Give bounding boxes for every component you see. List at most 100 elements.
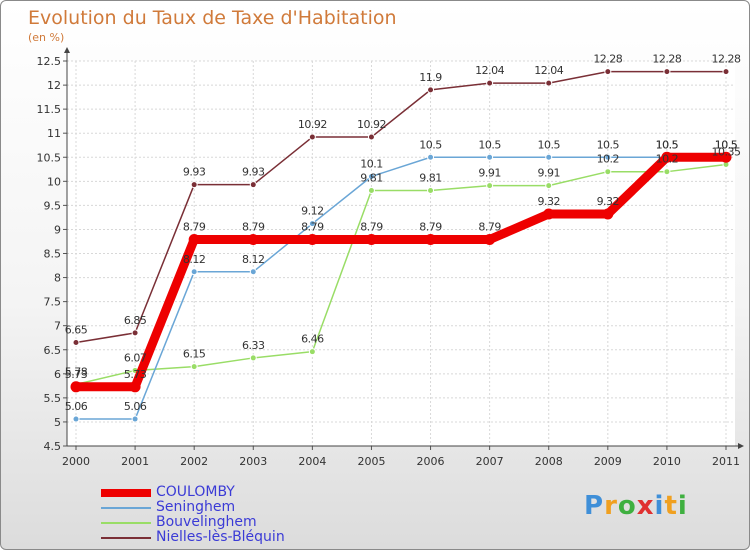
data-point <box>247 234 259 246</box>
data-label: 8.79 <box>419 221 442 234</box>
data-label: 6.85 <box>124 314 147 327</box>
data-point <box>308 348 316 356</box>
legend-swatch <box>101 507 151 509</box>
x-tick-label: 2005 <box>357 455 385 468</box>
data-label: 11.9 <box>419 71 442 84</box>
y-tick-label: 7.5 <box>44 296 62 309</box>
data-point <box>543 208 555 220</box>
data-label: 10.5 <box>597 138 620 151</box>
data-label: 10.5 <box>537 138 560 151</box>
legend-swatch <box>101 489 151 497</box>
data-label: 10.1 <box>360 158 383 171</box>
data-label: 8.79 <box>360 221 383 234</box>
data-label: 10.92 <box>357 118 386 131</box>
series-line <box>75 163 727 386</box>
logo-letter: x <box>636 491 655 521</box>
data-point <box>663 168 671 176</box>
data-label: 9.93 <box>183 166 206 179</box>
data-label: 9.81 <box>360 171 383 184</box>
data-point <box>425 234 437 246</box>
data-label: 12.28 <box>652 53 681 66</box>
y-tick-label: 6.5 <box>44 344 62 357</box>
data-label: 9.32 <box>597 195 620 208</box>
data-point <box>70 381 82 393</box>
data-label: 9.32 <box>537 195 560 208</box>
series-line <box>76 156 726 420</box>
logo-letter: t <box>664 491 678 521</box>
y-axis-arrow <box>64 47 70 53</box>
data-label: 8.79 <box>478 221 501 234</box>
y-tick-label: 8 <box>54 272 61 285</box>
data-point <box>545 182 553 190</box>
data-point <box>604 168 612 176</box>
data-point <box>367 133 375 141</box>
y-tick-label: 10.5 <box>37 151 62 164</box>
data-point <box>602 208 614 220</box>
data-label: 10.2 <box>597 153 620 166</box>
data-point <box>308 133 316 141</box>
data-label: 12.04 <box>475 64 504 77</box>
data-point <box>249 268 257 276</box>
x-tick-label: 2010 <box>653 455 681 468</box>
y-tick-label: 4.5 <box>44 440 62 453</box>
data-label: 12.28 <box>712 53 741 66</box>
data-label: 5.78 <box>65 365 88 378</box>
data-point <box>188 234 200 246</box>
series-line <box>75 70 726 344</box>
logo-letter: i <box>677 491 688 521</box>
data-point <box>72 415 80 423</box>
data-label: 8.12 <box>242 253 265 266</box>
series-line <box>76 152 726 392</box>
y-tick-label: 9.5 <box>44 199 62 212</box>
y-tick-label: 10 <box>47 175 61 188</box>
legend-label: Nielles-lès-Bléquin <box>156 529 285 545</box>
data-label: 8.79 <box>183 221 206 234</box>
x-tick-label: 2007 <box>476 455 504 468</box>
data-label: 10.5 <box>656 138 679 151</box>
data-point <box>486 79 494 87</box>
data-point <box>308 220 316 228</box>
data-label: 10.5 <box>715 138 738 151</box>
data-point <box>486 153 494 161</box>
y-tick-label: 12 <box>47 79 61 92</box>
data-point <box>427 153 435 161</box>
data-point <box>720 151 732 163</box>
y-tick-label: 5.5 <box>44 392 62 405</box>
x-tick-label: 2000 <box>62 455 90 468</box>
data-point <box>190 268 198 276</box>
data-point <box>249 354 257 362</box>
data-point <box>190 363 198 371</box>
logo-letter: o <box>617 491 637 521</box>
data-label: 9.81 <box>419 171 442 184</box>
y-tick-label: 6 <box>54 368 61 381</box>
x-tick-label: 2004 <box>298 455 326 468</box>
y-unit-label: (en %) <box>28 31 65 44</box>
x-tick-label: 2009 <box>594 455 622 468</box>
x-tick-label: 2011 <box>712 455 740 468</box>
logo-letter: i <box>654 491 665 521</box>
data-label: 8.79 <box>301 221 324 234</box>
data-label: 10.92 <box>298 118 327 131</box>
data-point <box>190 181 198 189</box>
y-tick-label: 11 <box>47 127 61 140</box>
data-point <box>545 79 553 87</box>
data-label: 10.5 <box>478 138 501 151</box>
data-point <box>131 415 139 423</box>
data-label: 9.91 <box>478 167 501 180</box>
legend-swatch <box>101 537 151 539</box>
data-label: 8.12 <box>183 253 206 266</box>
x-tick-label: 2008 <box>535 455 563 468</box>
x-tick-label: 2006 <box>417 455 445 468</box>
legend-swatch <box>101 522 151 524</box>
y-tick-label: 11.5 <box>37 103 62 116</box>
legend-label: COULOMBY <box>156 484 235 500</box>
data-label: 6.46 <box>301 333 324 346</box>
logo-letter: r <box>604 491 618 521</box>
legend-label: Bouvelinghem <box>156 514 257 530</box>
data-label: 10.5 <box>656 138 679 151</box>
data-point <box>604 153 612 161</box>
proxiti-logo: Proxiti <box>584 491 688 521</box>
data-label: 10.35 <box>712 145 741 158</box>
